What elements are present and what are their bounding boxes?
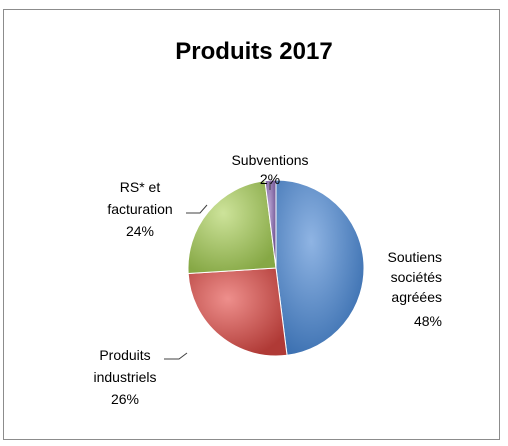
slice-label-subventions: Subventions: [231, 152, 308, 168]
slice-label-soutiens-line2: sociétés: [391, 269, 442, 285]
slice-label-rs-line1: RS* et: [120, 179, 161, 195]
slice-label-soutiens-line1: Soutiens: [388, 249, 442, 265]
slice-label-soutiens-line3: agréées: [391, 289, 442, 305]
slice-pct-soutiens: 48%: [414, 313, 442, 329]
slice-label-produits-line2: industriels: [93, 369, 156, 385]
leader-line-produits: [164, 352, 188, 360]
slice-subventions: [264, 179, 277, 269]
slice-label-rs-line2: facturation: [107, 201, 172, 217]
slice-soutiens: [275, 179, 365, 356]
slice-produits-industriels: [187, 267, 288, 357]
slice-label-produits-line1: Produits: [99, 347, 150, 363]
slice-rs-facturation: [187, 180, 277, 275]
slice-pct-subventions: 2%: [260, 171, 280, 187]
slice-pct-produits: 26%: [111, 391, 139, 407]
leader-line-rs: [186, 204, 208, 214]
slice-pct-rs: 24%: [126, 223, 154, 239]
chart-title: Produits 2017: [175, 38, 333, 65]
